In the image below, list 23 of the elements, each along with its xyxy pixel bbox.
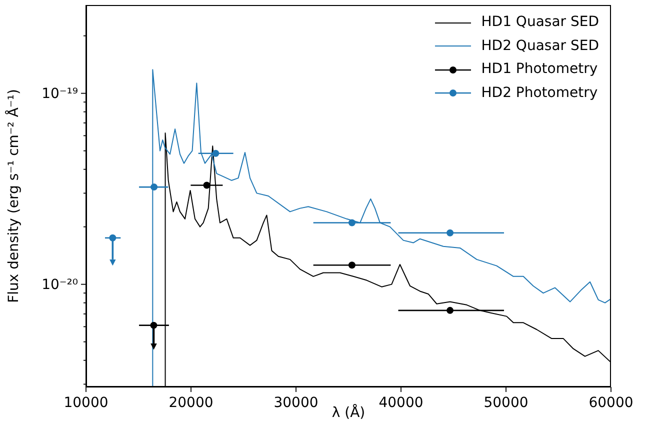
x-tick-label: 60000 — [588, 395, 634, 411]
y-axis-title: Flux density (erg s⁻¹ cm⁻² Å⁻¹) — [6, 89, 22, 303]
x-axis-title: λ (Å) — [332, 405, 366, 421]
x-tick-label: 10000 — [64, 395, 108, 411]
legend-label: HD1 Quasar SED — [481, 13, 599, 32]
point — [109, 234, 116, 242]
point — [150, 322, 158, 329]
y-tick-label: 10⁻¹⁹ — [42, 86, 78, 102]
legend-label: HD1 Photometry — [481, 60, 598, 79]
x-tick-label: 40000 — [378, 395, 424, 411]
legend-label: HD2 Photometry — [481, 84, 598, 102]
point — [446, 229, 454, 236]
point — [150, 184, 158, 191]
point — [348, 219, 356, 226]
legend-label: HD2 Quasar SED — [481, 36, 599, 56]
y-tick-label: 10⁻²⁰ — [42, 277, 78, 294]
point — [212, 150, 220, 157]
x-tick-label: 50000 — [484, 395, 528, 411]
point — [348, 262, 356, 269]
point — [203, 182, 210, 189]
x-tick-label: 30000 — [274, 395, 318, 411]
point — [446, 306, 454, 314]
x-tick-label: 20000 — [168, 395, 214, 411]
